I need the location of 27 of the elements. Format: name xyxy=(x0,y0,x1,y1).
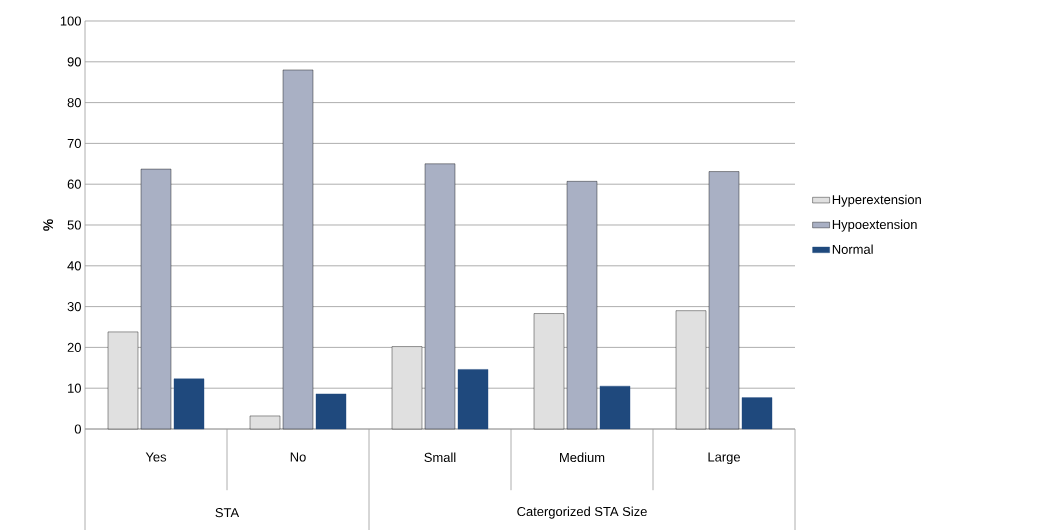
y-tick-label: 0 xyxy=(74,424,81,434)
x-tick-label: Large xyxy=(708,452,740,465)
x-tick-label: Medium xyxy=(560,452,605,463)
y-tick-label: 10 xyxy=(68,383,81,393)
y-tick-label: 70 xyxy=(67,138,81,148)
bar xyxy=(457,369,489,430)
y-tick-label: 100 xyxy=(60,16,81,26)
y-axis-title: % xyxy=(43,219,54,231)
legend-label: Hyperextension xyxy=(832,194,921,207)
bar xyxy=(741,397,773,430)
bar xyxy=(315,393,347,430)
bar xyxy=(599,385,631,430)
y-tick-label: 50 xyxy=(67,220,81,230)
x-tick-label: Small xyxy=(424,452,456,463)
text: Catergorized STA Size xyxy=(517,506,647,519)
y-tick-label: 20 xyxy=(67,342,81,352)
y-tick-label: 30 xyxy=(67,302,81,312)
y-tick-label: 40 xyxy=(67,261,81,271)
y-tick-label: 90 xyxy=(67,57,81,67)
legend-label: Normal xyxy=(832,244,873,254)
bar xyxy=(173,378,205,430)
x-tick-label: No xyxy=(290,452,306,462)
x-tick-label: Yes xyxy=(145,452,167,462)
y-tick-label: 80 xyxy=(67,98,81,108)
y-tick-label: 60 xyxy=(67,179,81,189)
text: STA xyxy=(215,508,240,518)
legend-label: Hypoextension xyxy=(832,219,917,232)
